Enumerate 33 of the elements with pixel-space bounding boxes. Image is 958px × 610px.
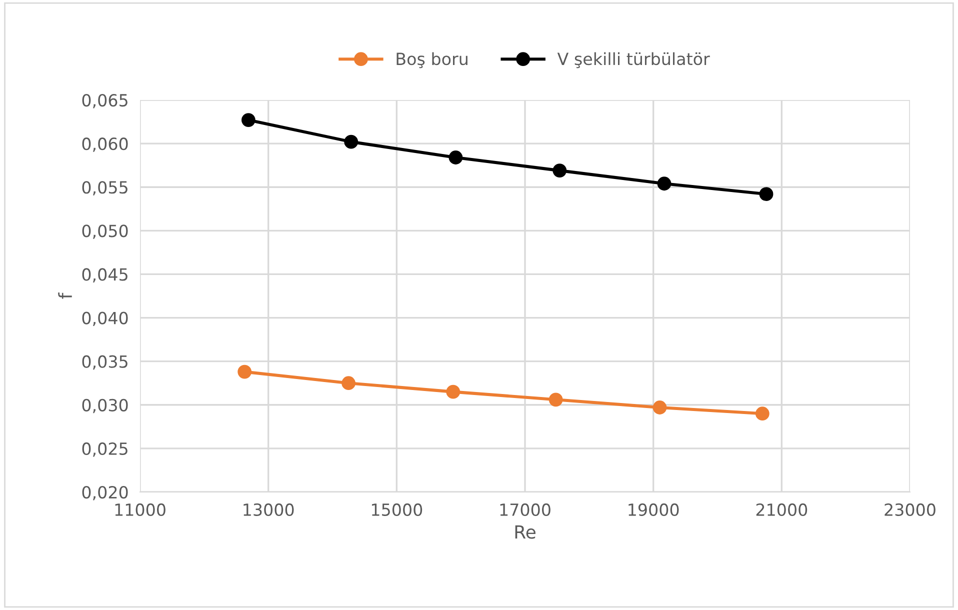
- y-axis-title: f: [58, 292, 72, 299]
- point: [652, 400, 667, 414]
- x-tick-label: 11000: [115, 503, 166, 516]
- legend-label: V şekilli türbülatör: [557, 52, 710, 68]
- y-tick-label: 0,055: [82, 181, 128, 196]
- y-tick-label: 0,060: [82, 138, 128, 152]
- y-tick-label: 0,065: [82, 94, 128, 108]
- x-tick-label: 23000: [884, 503, 936, 516]
- point: [755, 406, 770, 421]
- point: [759, 187, 774, 202]
- x-axis-title: Re: [515, 525, 536, 539]
- y-tick-label: 0,035: [82, 355, 128, 370]
- point: [446, 384, 460, 399]
- point: [548, 392, 563, 407]
- y-tick-label: 0,040: [82, 312, 128, 326]
- point: [241, 113, 256, 127]
- x-tick-label: 19000: [628, 503, 679, 516]
- point: [552, 164, 567, 178]
- point: [344, 134, 358, 149]
- y-tick-label: 0,025: [82, 442, 128, 457]
- x-tick-label: 13000: [244, 503, 294, 516]
- x-tick-label: 21000: [756, 503, 808, 516]
- point: [448, 150, 463, 164]
- x-tick-label: 17000: [500, 503, 550, 516]
- x-tick-label: 15000: [372, 503, 422, 516]
- point: [342, 376, 356, 390]
- legend-label: Boş boru: [396, 52, 468, 68]
- y-tick-label: 0,030: [82, 398, 128, 414]
- point: [657, 176, 672, 191]
- y-tick-label: 0,020: [82, 486, 128, 500]
- y-tick-label: 0,045: [82, 268, 128, 282]
- point: [238, 364, 252, 379]
- y-tick-label: 0,050: [82, 224, 128, 239]
